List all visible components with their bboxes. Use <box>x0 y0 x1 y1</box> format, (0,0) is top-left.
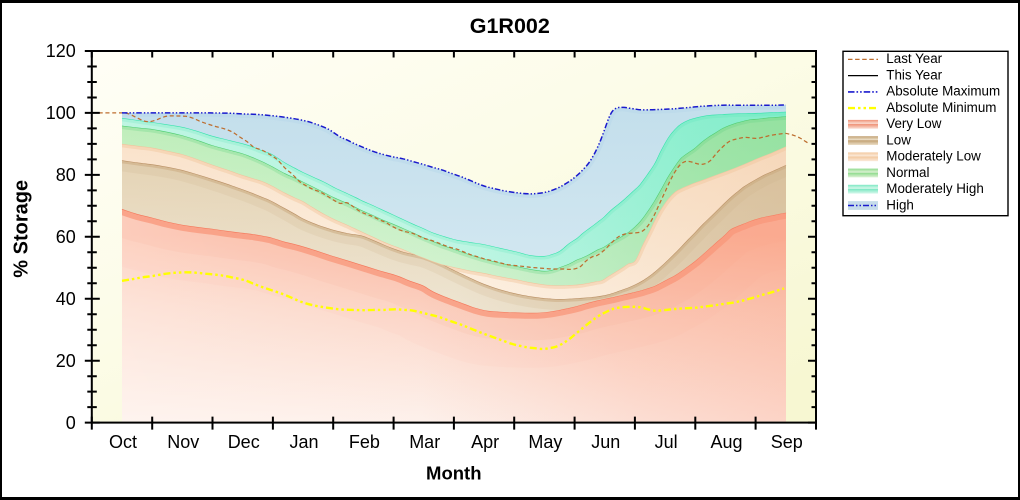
svg-text:20: 20 <box>56 351 76 371</box>
svg-text:May: May <box>528 432 562 452</box>
svg-text:Moderately Low: Moderately Low <box>886 149 981 164</box>
svg-text:80: 80 <box>56 165 76 185</box>
svg-text:120: 120 <box>46 41 76 61</box>
svg-text:40: 40 <box>56 289 76 309</box>
svg-text:60: 60 <box>56 227 76 247</box>
svg-text:Nov: Nov <box>167 432 199 452</box>
svg-text:100: 100 <box>46 103 76 123</box>
svg-text:Apr: Apr <box>471 432 499 452</box>
svg-text:High: High <box>886 197 914 212</box>
svg-text:Aug: Aug <box>710 432 742 452</box>
svg-text:Normal: Normal <box>886 165 929 180</box>
svg-text:Oct: Oct <box>109 432 137 452</box>
svg-text:Absolute Maximum: Absolute Maximum <box>886 84 1000 99</box>
svg-text:Sep: Sep <box>771 432 803 452</box>
svg-text:Month: Month <box>426 463 481 484</box>
svg-text:Jul: Jul <box>655 432 678 452</box>
svg-text:Jun: Jun <box>591 432 620 452</box>
svg-text:% Storage: % Storage <box>11 180 33 278</box>
svg-text:Feb: Feb <box>349 432 380 452</box>
svg-text:Dec: Dec <box>228 432 260 452</box>
svg-text:Very Low: Very Low <box>886 116 941 131</box>
svg-text:Absolute Minimum: Absolute Minimum <box>886 100 996 115</box>
svg-text:0: 0 <box>66 413 76 433</box>
svg-text:G1R002: G1R002 <box>470 14 550 38</box>
svg-text:Mar: Mar <box>409 432 440 452</box>
svg-text:Jan: Jan <box>289 432 318 452</box>
svg-text:This Year: This Year <box>886 67 942 82</box>
svg-text:Last Year: Last Year <box>886 51 942 66</box>
svg-text:Low: Low <box>886 132 911 147</box>
svg-text:Moderately High: Moderately High <box>886 181 984 196</box>
